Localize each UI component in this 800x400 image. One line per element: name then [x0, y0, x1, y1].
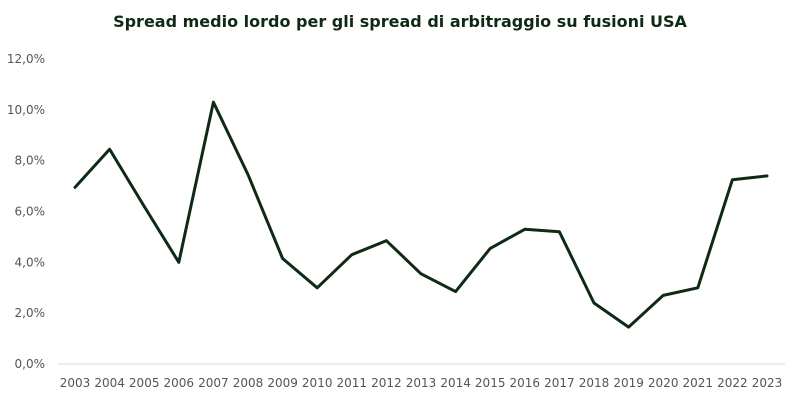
- y-tick-label: 10,0%: [7, 103, 45, 117]
- y-tick-label: 12,0%: [7, 52, 45, 66]
- x-tick-label: 2004: [94, 376, 125, 390]
- x-tick-label: 2008: [233, 376, 264, 390]
- x-tick-label: 2006: [164, 376, 195, 390]
- y-tick-label: 4,0%: [15, 255, 46, 269]
- y-axis-tick-labels: 0,0% 2,0% 4,0% 6,0% 8,0% 10,0% 12,0%: [7, 52, 45, 371]
- x-tick-label: 2021: [683, 376, 714, 390]
- x-axis-tick-labels: 2003 2004 2005 2006 2007 2008 2009 2010 2011 2012…: [60, 376, 783, 390]
- chart-title: Spread medio lordo per gli spread di arb…: [113, 12, 687, 31]
- x-tick-label: 2017: [544, 376, 575, 390]
- x-tick-label: 2011: [337, 376, 368, 390]
- x-tick-label: 2010: [302, 376, 333, 390]
- x-tick-label: 2022: [717, 376, 748, 390]
- y-tick-label: 2,0%: [15, 306, 46, 320]
- x-tick-label: 2015: [475, 376, 506, 390]
- y-tick-label: 8,0%: [15, 154, 46, 168]
- x-tick-label: 2005: [129, 376, 160, 390]
- x-tick-label: 2009: [267, 376, 298, 390]
- x-tick-label: 2007: [198, 376, 229, 390]
- series-layer: [73, 100, 769, 329]
- x-tick-label: 2014: [440, 376, 471, 390]
- x-tick-label: 2019: [613, 376, 644, 390]
- series-line: [73, 100, 769, 329]
- x-tick-label: 2020: [648, 376, 679, 390]
- x-tick-label: 2018: [579, 376, 610, 390]
- x-tick-label: 2023: [752, 376, 783, 390]
- y-tick-label: 0,0%: [15, 357, 46, 371]
- x-tick-label: 2003: [60, 376, 91, 390]
- y-tick-label: 6,0%: [15, 205, 46, 219]
- x-tick-label: 2016: [510, 376, 541, 390]
- x-tick-label: 2012: [371, 376, 402, 390]
- x-tick-label: 2013: [406, 376, 437, 390]
